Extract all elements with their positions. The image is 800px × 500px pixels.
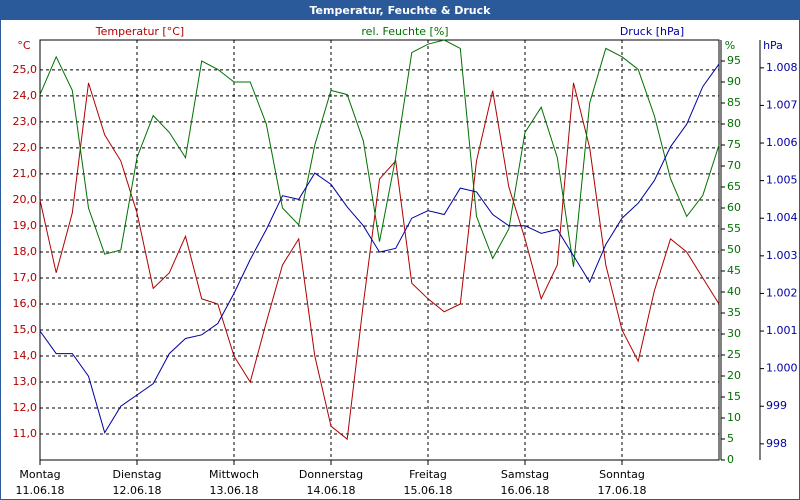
y-tick-label: 12,0: [13, 401, 38, 414]
y2-unit: %: [725, 39, 735, 52]
y2-tick-label: 75: [727, 138, 741, 151]
y3-tick-label: 1.004: [766, 211, 798, 224]
x-tick-date: 15.06.18: [404, 484, 453, 497]
y2-tick-label: 30: [727, 327, 741, 340]
y3-tick-label: 1.002: [766, 286, 798, 299]
x-tick-date: 14.06.18: [307, 484, 356, 497]
y2-tick-label: 45: [727, 264, 741, 277]
y2-tick-label: 10: [727, 411, 741, 424]
y3-tick-label: 1.001: [766, 324, 798, 337]
y2-tick-label: 90: [727, 75, 741, 88]
y2-tick-label: 50: [727, 243, 741, 256]
y-tick-label: 22,0: [13, 141, 38, 154]
plot-area: [39, 39, 720, 461]
y3-tick-label: 1.003: [766, 249, 798, 262]
y-tick-label: 15,0: [13, 323, 38, 336]
y2-tick-label: 35: [727, 306, 741, 319]
y-tick-label: 20,0: [13, 193, 38, 206]
series-line: [39, 39, 720, 267]
y-tick-label: 19,0: [13, 219, 38, 232]
x-tick-label: Montag: [19, 468, 60, 481]
y-tick-label: 17,0: [13, 271, 38, 284]
y-tick-label: 21,0: [13, 167, 38, 180]
x-tick-label: Dienstag: [112, 468, 161, 481]
y2-tick-label: 85: [727, 96, 741, 109]
chart-title: Temperatur, Feuchte & Druck: [310, 4, 492, 17]
series-label: rel. Feuchte [%]: [361, 25, 448, 38]
y3-tick-label: 1.000: [766, 362, 798, 375]
y-tick-label: 16,0: [13, 297, 38, 310]
x-tick-date: 17.06.18: [598, 484, 647, 497]
x-tick-label: Samstag: [501, 468, 549, 481]
y3-tick-label: 1.008: [766, 61, 798, 74]
y3-tick-label: 1.005: [766, 174, 798, 187]
y2-tick-label: 15: [727, 390, 741, 403]
series-line: [39, 63, 720, 434]
y2-tick-label: 70: [727, 159, 741, 172]
y3-tick-label: 1.006: [766, 136, 798, 149]
y-tick-label: 14,0: [13, 349, 38, 362]
y2-tick-label: 60: [727, 201, 741, 214]
y2-tick-label: 20: [727, 369, 741, 382]
x-tick-label: Mittwoch: [209, 468, 259, 481]
y-tick-label: 18,0: [13, 245, 38, 258]
title-bar: [1, 1, 799, 20]
x-tick-label: Donnerstag: [299, 468, 363, 481]
y-tick-label: 23,0: [13, 115, 38, 128]
x-tick-date: 11.06.18: [16, 484, 65, 497]
y-tick-label: 13,0: [13, 375, 38, 388]
series-label: Temperatur [°C]: [95, 25, 184, 38]
y3-tick-label: 1.007: [766, 98, 798, 111]
series-line: [39, 82, 720, 441]
y3-unit: hPa: [763, 39, 783, 52]
x-tick-label: Sonntag: [599, 468, 645, 481]
y-unit: °C: [17, 39, 31, 52]
y3-tick-label: 999: [766, 399, 787, 412]
y2-tick-label: 80: [727, 117, 741, 130]
series-label: Druck [hPa]: [620, 25, 684, 38]
y2-tick-label: 40: [727, 285, 741, 298]
x-tick-date: 13.06.18: [210, 484, 259, 497]
y-tick-label: 11,0: [13, 427, 38, 440]
x-tick-label: Freitag: [409, 468, 447, 481]
y2-tick-label: 65: [727, 180, 741, 193]
y2-tick-label: 5: [727, 432, 734, 445]
y2-tick-label: 55: [727, 222, 741, 235]
x-tick-date: 16.06.18: [501, 484, 550, 497]
y2-tick-label: 25: [727, 348, 741, 361]
y2-tick-label: 0: [727, 453, 734, 466]
y-tick-label: 24,0: [13, 89, 38, 102]
y-tick-label: 25,0: [13, 63, 38, 76]
y2-tick-label: 95: [727, 54, 741, 67]
y3-tick-label: 998: [766, 437, 787, 450]
x-tick-date: 12.06.18: [113, 484, 162, 497]
